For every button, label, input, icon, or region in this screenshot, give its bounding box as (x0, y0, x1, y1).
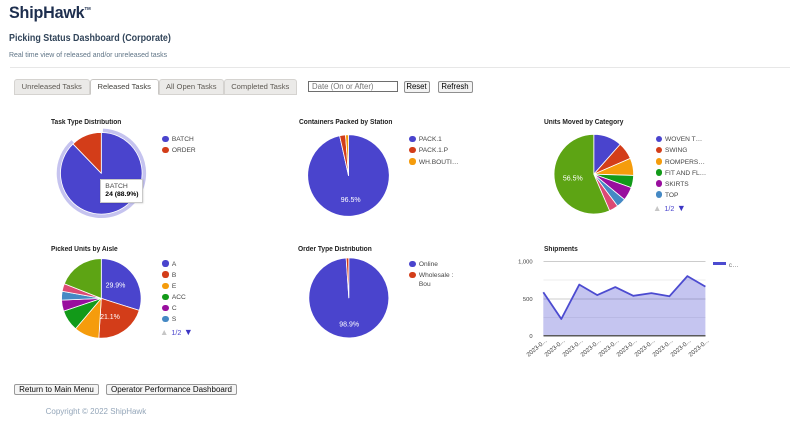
svg-text:500: 500 (523, 297, 533, 303)
svg-text:21.1%: 21.1% (100, 314, 120, 321)
svg-text:56.5%: 56.5% (563, 175, 583, 182)
svg-text:29.9%: 29.9% (106, 283, 126, 290)
svg-text:98.9%: 98.9% (339, 322, 359, 329)
svg-text:96.5%: 96.5% (341, 197, 361, 204)
svg-text:2023-0...: 2023-0... (687, 337, 710, 358)
svg-text:0: 0 (529, 334, 532, 340)
svg-text:1,000: 1,000 (518, 260, 533, 266)
